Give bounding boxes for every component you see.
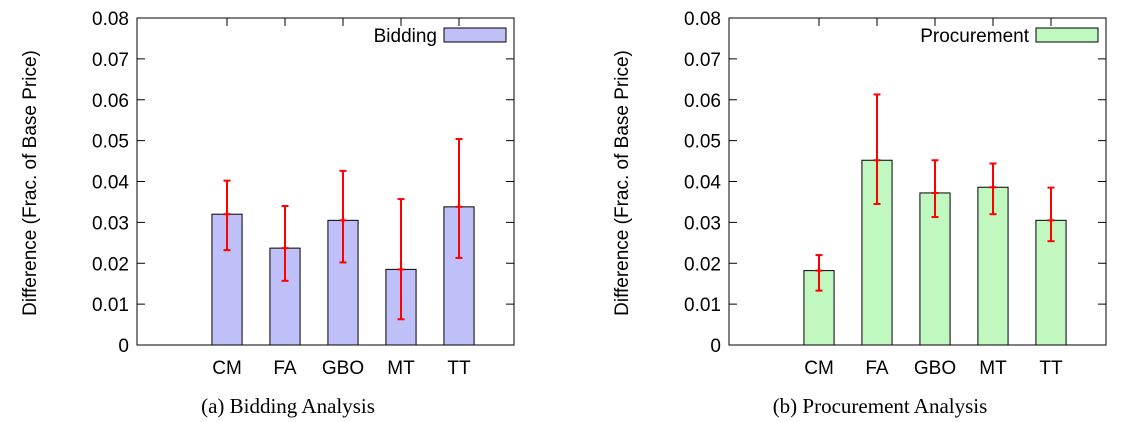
y-tick-label: 0.01	[92, 295, 129, 316]
y-tick-label: 0.08	[684, 9, 721, 30]
error-bars	[815, 93, 1055, 292]
error-bars	[223, 137, 463, 321]
y-tick-label: 0	[710, 336, 721, 357]
y-axis-label: Difference (Frac. of Base Price)	[612, 50, 633, 316]
y-tick-label: 0.06	[684, 91, 721, 112]
y-tick-label: 0.07	[92, 50, 129, 71]
x-tick-label: GBO	[322, 358, 364, 379]
x-tick-label: TT	[447, 358, 471, 379]
x-tick-label: MT	[387, 358, 415, 379]
legend-label: Procurement	[920, 26, 1029, 47]
x-tick-label: CM	[804, 358, 834, 379]
bar	[803, 270, 835, 346]
bar	[919, 192, 951, 346]
y-tick-label: 0.03	[684, 213, 721, 234]
legend: Procurement	[920, 26, 1099, 47]
y-tick-label: 0.06	[92, 91, 129, 112]
legend: Bidding	[374, 26, 507, 47]
y-tick-label: 0	[118, 336, 129, 357]
x-tick-label: MT	[979, 358, 1007, 379]
x-tick-label: FA	[865, 358, 889, 379]
legend-swatch	[1035, 27, 1099, 43]
caption: (a) Bidding Analysis	[201, 394, 375, 418]
y-tick-label: 0.05	[684, 132, 721, 153]
y-tick-label: 0.01	[684, 295, 721, 316]
y-tick-label: 0.07	[684, 50, 721, 71]
y-tick-label: 0.02	[92, 254, 129, 275]
bidding-chart: Difference (Frac. of Base Price) 0 0.01 0.…	[20, 9, 515, 418]
y-tick-label: 0.04	[684, 173, 721, 194]
procurement-chart: Difference (Frac. of Base Price) 0 0.01 0.…	[612, 9, 1107, 418]
y-tick-label: 0.08	[92, 9, 129, 30]
x-tick-label: GBO	[914, 358, 956, 379]
y-axis-label: Difference (Frac. of Base Price)	[20, 50, 41, 316]
legend-label: Bidding	[374, 26, 437, 47]
caption: (b) Procurement Analysis	[773, 394, 988, 418]
axis-ticks: 0 0.01 0.02 0.03 0.04 0.05 0.06 0.07 0.08 CM FA GBO…	[92, 9, 514, 379]
y-tick-label: 0.02	[684, 254, 721, 275]
x-tick-label: CM	[212, 358, 242, 379]
y-tick-label: 0.05	[92, 132, 129, 153]
x-tick-label: FA	[273, 358, 297, 379]
x-tick-label: TT	[1039, 358, 1063, 379]
y-tick-label: 0.04	[92, 173, 129, 194]
legend-swatch	[443, 27, 507, 43]
y-tick-label: 0.03	[92, 213, 129, 234]
